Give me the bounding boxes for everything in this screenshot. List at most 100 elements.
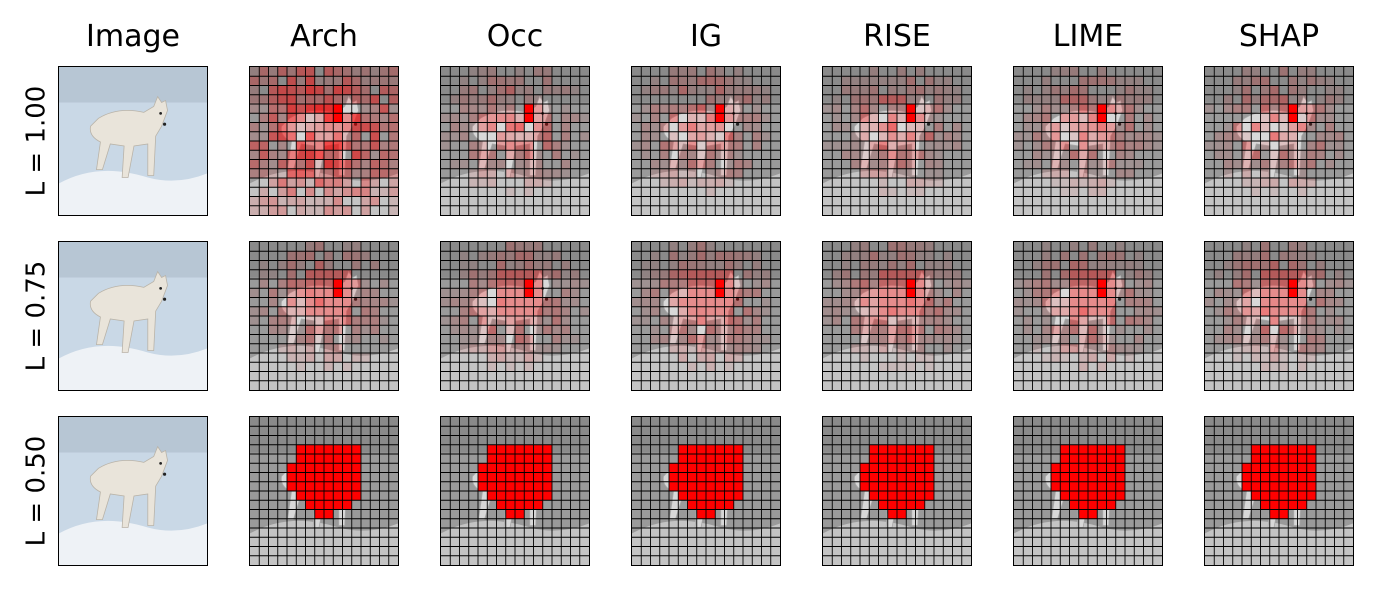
saliency-cell — [860, 279, 870, 289]
saliency-cell — [1242, 269, 1252, 280]
saliency-cell — [287, 67, 297, 77]
saliency-cell — [952, 269, 962, 280]
saliency-cell — [897, 104, 907, 114]
saliency-cell — [724, 500, 734, 510]
saliency-cell — [943, 325, 953, 335]
saliency-cell — [524, 168, 534, 179]
saliency-cell — [832, 113, 842, 123]
saliency-cell — [687, 362, 697, 372]
saliency-cell — [1232, 279, 1243, 289]
saliency-cell — [1297, 454, 1307, 464]
saliency-cell — [1297, 500, 1307, 510]
saliency-cell — [351, 444, 362, 455]
saliency-cell — [715, 444, 725, 455]
saliency-cell — [351, 251, 362, 261]
saliency-cell — [342, 316, 352, 326]
saliency-cell — [869, 269, 879, 280]
saliency-cell — [1069, 325, 1079, 335]
saliency-cell — [468, 168, 479, 179]
saliency-cell — [1115, 131, 1126, 142]
saliency-cell — [1051, 306, 1061, 317]
saliency-cell — [678, 463, 688, 473]
saliency-cell — [542, 168, 553, 179]
saliency-cell — [706, 67, 716, 77]
saliency-cell — [943, 104, 953, 114]
saliency-cell — [850, 150, 861, 160]
saliency-cell — [1125, 76, 1135, 86]
saliency-cell — [333, 131, 343, 142]
saliency-cell — [342, 472, 352, 482]
saliency-cell — [1251, 463, 1261, 473]
col-title-arch: Arch — [290, 19, 358, 54]
saliency-cell — [897, 251, 907, 261]
saliency-cell — [696, 122, 707, 132]
col-title-occ: Occ — [486, 19, 544, 54]
saliency-cell — [1088, 104, 1098, 114]
saliency-cell — [733, 94, 744, 105]
saliency-cell — [841, 251, 851, 261]
saliency-cell — [869, 288, 879, 298]
saliency-cell — [505, 269, 516, 280]
saliency-cell — [860, 150, 870, 160]
saliency-cell — [1269, 159, 1280, 169]
saliency-cell — [1097, 178, 1107, 188]
saliency-cell — [524, 472, 534, 482]
saliency-cell — [1242, 260, 1252, 270]
saliency-cell — [1060, 463, 1070, 473]
saliency-cell — [1078, 472, 1089, 482]
saliency-cell — [333, 269, 343, 280]
saliency-cell — [505, 279, 516, 289]
saliency-cell — [1242, 334, 1252, 344]
saliency-cell — [333, 205, 343, 215]
saliency-cell — [1334, 141, 1344, 151]
saliency-cell — [496, 343, 506, 354]
saliency-cell — [887, 159, 898, 169]
saliency-cell — [752, 141, 762, 151]
saliency-cell — [706, 362, 716, 372]
saliency-cell — [1097, 472, 1107, 482]
saliency-cell — [487, 104, 497, 114]
saliency-cell — [1242, 168, 1252, 179]
saliency-cell — [287, 251, 297, 261]
saliency-cell — [1223, 94, 1233, 105]
saliency-cell — [1088, 113, 1098, 123]
saliency-cell — [733, 260, 744, 270]
saliency-cell — [934, 288, 944, 298]
saliency-cell — [1051, 131, 1061, 142]
saliency-cell — [687, 251, 697, 261]
saliency-cell — [1260, 113, 1270, 123]
saliency-cell — [678, 67, 688, 77]
saliency-cell — [570, 150, 580, 160]
saliency-cell — [1279, 306, 1289, 317]
saliency-cell — [1069, 472, 1079, 482]
saliency-cell — [505, 306, 516, 317]
saliency-cell — [1334, 297, 1344, 307]
saliency-cell — [659, 141, 670, 151]
saliency-cell — [669, 141, 679, 151]
saliency-cell — [505, 141, 516, 151]
saliency-cell — [314, 297, 325, 307]
saliency-cell — [1279, 454, 1289, 464]
saliency-cell — [370, 316, 380, 326]
saliency-cell — [314, 454, 325, 464]
saliency-cell — [1115, 325, 1126, 335]
saliency-cell — [943, 316, 953, 326]
saliency-cell — [650, 325, 660, 335]
saliency-cell — [1088, 297, 1098, 307]
saliency-cell — [388, 196, 398, 206]
saliency-cell — [533, 325, 543, 335]
saliency-cell — [860, 481, 870, 492]
saliency-cell — [250, 306, 260, 317]
saliency-cell — [641, 269, 651, 280]
saliency-cell — [1269, 500, 1280, 510]
saliency-cell — [1078, 343, 1089, 354]
saliency-cell — [724, 481, 734, 492]
saliency-cell — [351, 168, 362, 179]
saliency-cell — [1014, 141, 1024, 151]
saliency-cell — [1106, 131, 1116, 142]
saliency-cell — [1097, 288, 1107, 298]
saliency-cell — [487, 67, 497, 77]
saliency-cell — [706, 509, 716, 519]
saliency-cell — [1106, 279, 1116, 289]
saliency-cell — [314, 122, 325, 132]
